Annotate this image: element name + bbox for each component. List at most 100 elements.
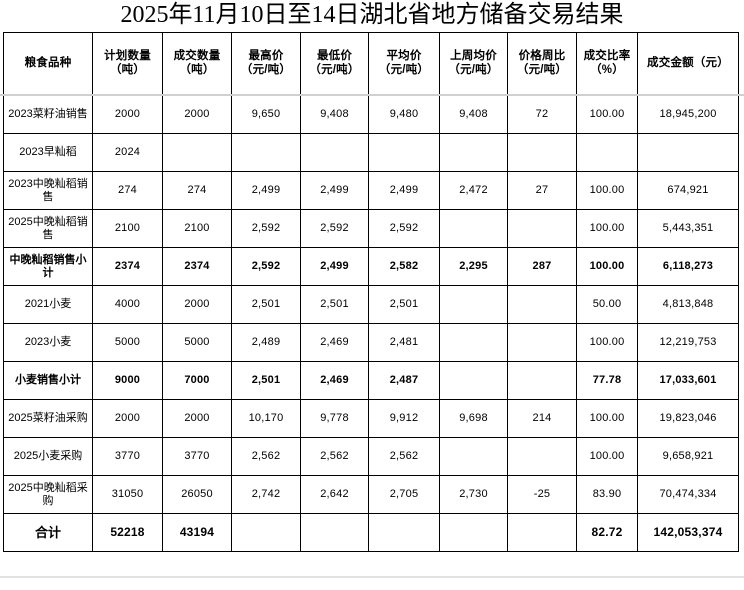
column-header-amount: 成交金额（元） — [637, 32, 739, 96]
cell-week-change: -25 — [507, 475, 577, 514]
cell-low-price: 2,501 — [300, 285, 369, 324]
cell-high-price: 2,499 — [231, 171, 301, 210]
table-row: 2025中晚籼稻销售 2100 2100 2,592 2,592 2,592 100.00 5… — [3, 209, 739, 248]
cell-amount: 17,033,601 — [637, 361, 739, 400]
column-header-trade-ratio: 成交比率 （%） — [576, 32, 638, 96]
cell-avg-price: 2,481 — [368, 323, 440, 362]
cell-traded-qty — [162, 133, 232, 172]
cell-avg-price: 2,705 — [368, 475, 440, 514]
table-row: 中晚籼稻销售小计 2374 2374 2,592 2,499 2,582 2,295 287 1… — [3, 247, 739, 286]
cell-variety: 2023早籼稻 — [3, 133, 93, 172]
header-line-1: 最高价 — [248, 50, 284, 63]
cell-variety: 中晚籼稻销售小计 — [3, 247, 93, 286]
cell-traded-qty: 2000 — [162, 285, 232, 324]
column-header-variety: 粮食品种 — [3, 32, 93, 96]
column-header-avg-price: 平均价 （元/吨） — [368, 32, 440, 96]
cell-last-week-avg — [439, 285, 508, 324]
cell-planned-qty: 5000 — [92, 323, 163, 362]
cell-low-price: 9,778 — [300, 399, 369, 438]
column-header-traded-qty: 成交数量 （吨） — [162, 32, 232, 96]
cell-low-price: 2,642 — [300, 475, 369, 514]
cell-trade-ratio: 100.00 — [576, 247, 638, 286]
cell-low-price — [300, 133, 369, 172]
cell-low-price: 2,562 — [300, 437, 369, 476]
cell-avg-price — [368, 513, 440, 552]
cell-last-week-avg: 2,472 — [439, 171, 508, 210]
cell-week-change — [507, 285, 577, 324]
cell-amount: 6,118,273 — [637, 247, 739, 286]
table-row: 2023早籼稻 2024 — [3, 133, 739, 172]
cell-last-week-avg: 2,730 — [439, 475, 508, 514]
cell-week-change: 72 — [507, 95, 577, 134]
cell-trade-ratio: 83.90 — [576, 475, 638, 514]
cell-high-price: 2,592 — [231, 209, 301, 248]
cell-trade-ratio: 100.00 — [576, 323, 638, 362]
cell-high-price: 2,489 — [231, 323, 301, 362]
cell-low-price: 2,469 — [300, 323, 369, 362]
cell-avg-price: 2,582 — [368, 247, 440, 286]
cell-avg-price: 9,480 — [368, 95, 440, 134]
cell-traded-qty: 2374 — [162, 247, 232, 286]
cell-planned-qty: 31050 — [92, 475, 163, 514]
cell-low-price: 2,592 — [300, 209, 369, 248]
cell-variety: 2025中晚籼稻采购 — [3, 475, 93, 514]
cell-trade-ratio — [576, 133, 638, 172]
header-line-1: 成交比率 — [583, 50, 631, 63]
cell-last-week-avg — [439, 513, 508, 552]
header-line-1: 上周均价 — [450, 50, 497, 63]
cell-trade-ratio: 50.00 — [576, 285, 638, 324]
cell-amount: 142,053,374 — [637, 513, 739, 552]
cell-planned-qty: 52218 — [92, 513, 163, 552]
cell-variety: 2023菜籽油销售 — [3, 95, 93, 134]
header-line-1: 成交金额（元） — [647, 57, 729, 70]
cell-traded-qty: 7000 — [162, 361, 232, 400]
cell-last-week-avg: 9,698 — [439, 399, 508, 438]
cell-trade-ratio: 100.00 — [576, 171, 638, 210]
page-title: 2025年11月10日至14日湖北省地方储备交易结果 — [120, 2, 624, 28]
cell-low-price — [300, 513, 369, 552]
header-line-2: （元/吨） — [448, 64, 499, 76]
header-line-2: （元/吨） — [240, 64, 292, 76]
header-line-1: 粮食品种 — [24, 57, 72, 70]
cell-variety: 2025小麦采购 — [3, 437, 93, 476]
cell-traded-qty: 274 — [162, 171, 232, 210]
cell-week-change — [507, 133, 577, 172]
cell-variety: 小麦销售小计 — [3, 361, 93, 400]
cell-planned-qty: 2024 — [92, 133, 163, 172]
cell-high-price — [231, 133, 301, 172]
cell-planned-qty: 2000 — [92, 95, 163, 134]
column-header-last-week-avg: 上周均价 （元/吨） — [439, 32, 508, 96]
cell-traded-qty: 5000 — [162, 323, 232, 362]
cell-variety: 合计 — [3, 513, 93, 552]
cell-last-week-avg — [439, 323, 508, 362]
cell-week-change: 214 — [507, 399, 577, 438]
cell-amount: 70,474,334 — [637, 475, 739, 514]
cell-traded-qty: 3770 — [162, 437, 232, 476]
cell-amount: 9,658,921 — [637, 437, 739, 476]
header-line-1: 平均价 — [386, 50, 422, 63]
cell-last-week-avg: 9,408 — [439, 95, 508, 134]
cell-trade-ratio: 82.72 — [576, 513, 638, 552]
table-row: 2025小麦采购 3770 3770 2,562 2,562 2,562 100.00 9,6… — [3, 437, 739, 476]
column-header-week-change: 价格周比 （元/吨） — [507, 32, 577, 96]
trading-results-table-wrapper: 粮食品种 计划数量 （吨） 成交数量 （吨） 最高价 （元/吨） — [3, 32, 739, 552]
cell-planned-qty: 2000 — [92, 399, 163, 438]
cell-avg-price — [368, 133, 440, 172]
table-row: 合计 52218 43194 82.72 142,053,374 — [3, 513, 739, 552]
table-row: 2023菜籽油销售 2000 2000 9,650 9,408 9,480 9,408 72 1… — [3, 95, 739, 134]
cell-avg-price: 2,562 — [368, 437, 440, 476]
cell-high-price: 2,562 — [231, 437, 301, 476]
cell-last-week-avg — [439, 133, 508, 172]
header-line-2: （吨） — [179, 64, 215, 76]
table-row: 小麦销售小计 9000 7000 2,501 2,469 2,487 77.78 17,033… — [3, 361, 739, 400]
cell-avg-price: 2,592 — [368, 209, 440, 248]
cell-planned-qty: 2374 — [92, 247, 163, 286]
cell-planned-qty: 274 — [92, 171, 163, 210]
cell-variety: 2023中晚籼稻销售 — [3, 171, 93, 210]
cell-amount: 4,813,848 — [637, 285, 739, 324]
cell-amount: 5,443,351 — [637, 209, 739, 248]
cell-last-week-avg — [439, 437, 508, 476]
cell-avg-price: 2,499 — [368, 171, 440, 210]
header-line-1: 成交数量 — [173, 50, 221, 63]
